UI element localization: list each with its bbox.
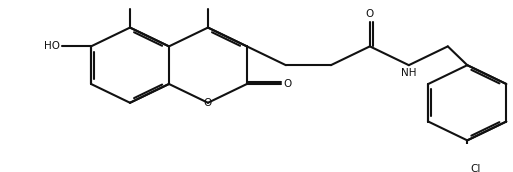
Text: Cl: Cl [470, 164, 481, 172]
Text: O: O [284, 79, 292, 89]
Text: NH: NH [401, 68, 417, 78]
Text: HO: HO [44, 41, 60, 51]
Text: O: O [366, 9, 374, 19]
Text: O: O [204, 98, 212, 108]
